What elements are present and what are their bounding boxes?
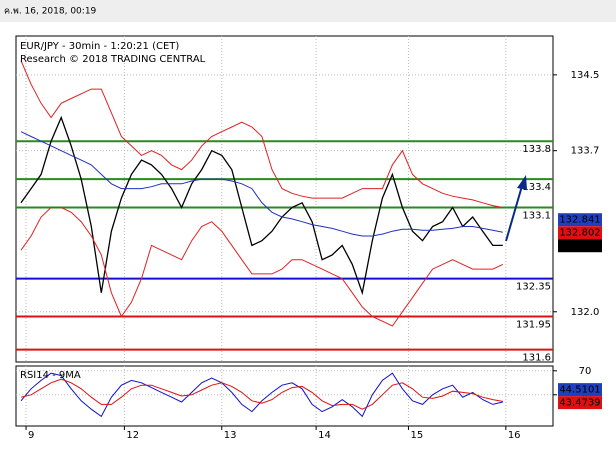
header-bar (0, 0, 616, 22)
y-tick-label: 70 (579, 366, 592, 377)
level-label: 131.95 (516, 320, 551, 331)
value-box-label: 132.841 (559, 215, 600, 226)
series-line (20, 207, 504, 327)
series-line (20, 115, 503, 296)
value-box-label: 44.5101 (559, 385, 600, 396)
forecast-arrow (505, 185, 523, 242)
chart-title: EUR/JPY - 30min - 1:20:21 (CET) (20, 41, 179, 52)
y-tick-label: 133.7 (571, 146, 600, 157)
value-box-label: 43.4739 (559, 398, 600, 409)
value-box (558, 239, 602, 253)
marks: 9 12 13 14 15 16 132.0 133.7 134.5 133.8 133.4 133.… (16, 36, 602, 441)
x-tick-label: 9 (28, 430, 34, 441)
y-tick-label: 132.0 (571, 307, 600, 318)
arrow-head (517, 175, 527, 190)
series-line (20, 372, 503, 418)
value-box (558, 213, 602, 227)
timestamp: ค.พ. 16, 2018, 00:19 (4, 7, 97, 17)
value-box (558, 383, 602, 397)
value-box (558, 396, 602, 410)
value-box-label: 132.802 (559, 228, 600, 239)
x-tick-label: 16 (508, 430, 521, 441)
rsi-panel (15, 365, 554, 427)
level-label: 131.6 (522, 353, 551, 364)
rsi-title: RSI14 - 9MA (20, 370, 81, 381)
x-tick-label: 12 (126, 430, 139, 441)
series-line (20, 378, 503, 410)
level-label: 133.8 (522, 144, 551, 155)
series-line (20, 60, 503, 208)
x-tick-label: 15 (410, 430, 423, 441)
series-line (20, 131, 503, 237)
chart-subtitle: Research © 2018 TRADING CENTRAL (20, 54, 206, 65)
value-box (558, 226, 602, 240)
level-label: 133.1 (522, 211, 551, 222)
x-tick-label: 13 (224, 430, 237, 441)
level-label: 132.35 (516, 282, 551, 293)
x-tick-label: 14 (318, 430, 331, 441)
y-tick-label: 134.5 (571, 70, 600, 81)
level-label: 133.4 (522, 182, 551, 193)
price-panel (15, 35, 554, 363)
value-box-label: 132.697 (559, 241, 600, 252)
